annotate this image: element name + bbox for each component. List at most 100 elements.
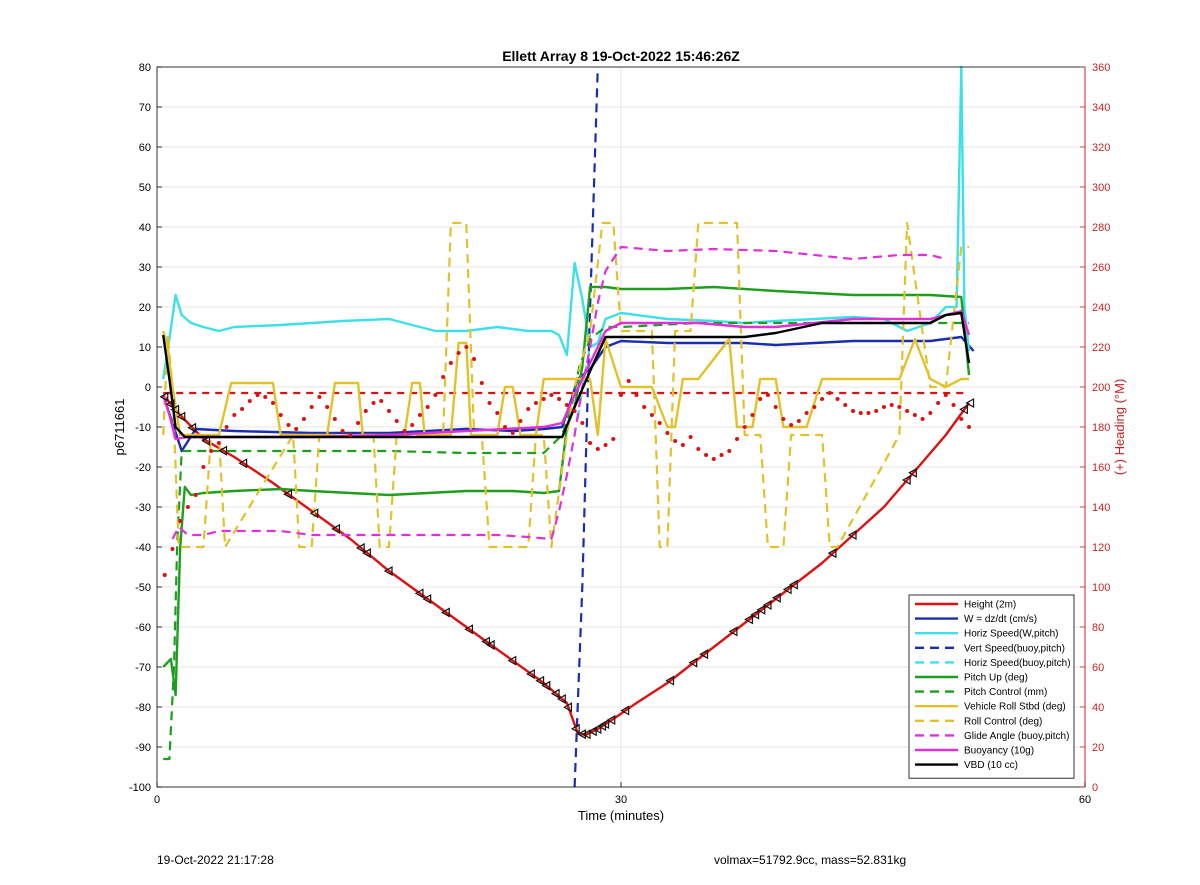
- heading-point: [394, 419, 399, 423]
- heading-point: [510, 431, 515, 435]
- height-marker: [485, 639, 495, 650]
- heading-point: [881, 405, 886, 409]
- heading-point: [232, 413, 237, 417]
- height-marker: [201, 435, 211, 446]
- heading-point: [951, 403, 956, 407]
- heading-point: [603, 443, 608, 447]
- height-marker: [750, 609, 760, 620]
- heading-point: [224, 425, 229, 429]
- legend-box: [908, 594, 1075, 779]
- grid: [157, 67, 1085, 787]
- heading-point: [278, 413, 283, 417]
- y2-tick-label: 140: [1092, 502, 1110, 514]
- heading-point: [835, 397, 840, 401]
- heading-point: [858, 411, 863, 415]
- heading-point: [936, 401, 941, 405]
- height-marker: [581, 729, 591, 740]
- legend-label: Height (2m): [964, 600, 1016, 611]
- height-marker: [699, 649, 709, 660]
- heading-point: [796, 419, 801, 423]
- heading-point: [564, 403, 569, 407]
- heading-point: [781, 417, 786, 421]
- height-marker: [165, 399, 175, 410]
- y-tick-label: -20: [135, 462, 151, 474]
- heading-point: [201, 465, 206, 469]
- height-marker: [441, 607, 450, 618]
- series-line: [162, 65, 971, 380]
- height-marker: [744, 614, 753, 625]
- y2-tick-label: 60: [1092, 662, 1104, 674]
- legend: Height (2m) W = dz/dt (cm/s) Horiz Speed(W…: [908, 594, 1075, 779]
- heading-point: [696, 447, 701, 451]
- y-tick-label: 70: [139, 102, 151, 114]
- y-tick-label: -60: [135, 622, 151, 634]
- chart-title: Ellett Array 8 19-Oct-2022 15:46:26Z: [502, 48, 740, 64]
- heading-point: [433, 393, 438, 397]
- y-tick-label: 50: [139, 182, 151, 194]
- y2-tick-label: 0: [1092, 782, 1098, 794]
- heading-point: [665, 431, 670, 435]
- y2-tick-label: 40: [1092, 702, 1104, 714]
- heading-point: [557, 397, 562, 401]
- y2-tick-label: 340: [1092, 102, 1110, 114]
- series-line: [162, 394, 970, 737]
- height-marker: [570, 723, 580, 734]
- heading-point: [634, 393, 639, 397]
- heading-point: [363, 409, 368, 413]
- y-tick-label: -10: [135, 422, 151, 434]
- series-line: [162, 285, 971, 697]
- y2-tick-label: 180: [1092, 422, 1110, 434]
- heading-point: [441, 375, 446, 379]
- heading-point: [448, 361, 453, 365]
- height-marker: [526, 669, 535, 680]
- height-marker: [592, 723, 602, 735]
- y-tick-label: 0: [145, 382, 151, 394]
- footer-stats: volmax=51792.9cc, mass=52.831kg: [714, 853, 907, 867]
- height-marker: [728, 626, 738, 637]
- heading-point: [325, 405, 330, 409]
- height-marker: [688, 657, 698, 668]
- height-marker: [577, 729, 586, 740]
- heading-point: [619, 393, 623, 397]
- height-markers: [159, 391, 975, 740]
- heading-point: [301, 417, 306, 421]
- legend-label: Vert Speed(buoy,pitch): [964, 643, 1065, 654]
- heading-point: [162, 573, 167, 577]
- series-line: [162, 311, 971, 439]
- heading-point: [595, 447, 600, 451]
- y2-tick-label: 20: [1092, 742, 1104, 754]
- height-marker: [762, 599, 772, 611]
- height-marker: [789, 579, 798, 590]
- heading-point: [294, 427, 299, 431]
- heading-point: [503, 425, 507, 429]
- y-tick-label: 20: [139, 302, 151, 314]
- y-axis-label: p6711661: [112, 399, 127, 456]
- y2-tick-label: 120: [1092, 542, 1110, 554]
- legend-label: Horiz Speed(W,pitch): [964, 629, 1058, 640]
- height-marker: [959, 404, 968, 415]
- heading-point: [526, 407, 531, 411]
- heading-point: [255, 393, 260, 397]
- y-tick-label: -30: [135, 502, 151, 514]
- legend-label: VBD (10 cc): [964, 760, 1018, 771]
- height-marker: [355, 542, 365, 553]
- heading-point: [851, 409, 855, 413]
- heading-point: [417, 413, 422, 417]
- heading-point: [240, 407, 245, 411]
- y2-tick-label: 240: [1092, 302, 1110, 314]
- y2-tick-label: 80: [1092, 622, 1104, 634]
- height-marker: [535, 675, 545, 686]
- heading-point: [673, 439, 678, 443]
- y2-tick-label: 320: [1092, 142, 1110, 154]
- legend-label: Vehicle Roll Stbd (deg): [964, 702, 1066, 713]
- heading-point: [425, 405, 430, 409]
- height-marker: [464, 624, 474, 635]
- x-tick-label: 0: [154, 794, 160, 806]
- heading-point: [758, 397, 763, 401]
- heading-point: [340, 429, 345, 433]
- heading-point: [518, 419, 523, 423]
- height-marker: [665, 675, 675, 686]
- heading-point: [711, 457, 716, 461]
- heading-point: [742, 425, 747, 429]
